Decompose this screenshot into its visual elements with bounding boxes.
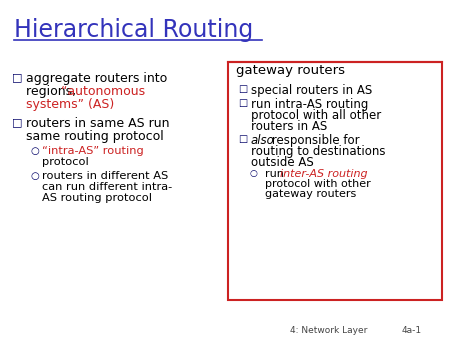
Text: routers in different AS: routers in different AS: [42, 171, 168, 181]
Text: routers in same AS run: routers in same AS run: [26, 117, 170, 130]
Text: protocol with all other: protocol with all other: [251, 109, 381, 122]
Text: “autonomous: “autonomous: [61, 85, 145, 98]
Text: routers in AS: routers in AS: [251, 120, 327, 133]
Text: □: □: [238, 98, 247, 108]
Text: Hierarchical Routing: Hierarchical Routing: [14, 18, 253, 42]
Text: ○: ○: [30, 146, 39, 156]
Text: systems” (AS): systems” (AS): [26, 98, 114, 111]
Text: can run different intra-: can run different intra-: [42, 182, 172, 192]
Text: 4: Network Layer: 4: Network Layer: [290, 326, 367, 335]
Text: □: □: [238, 84, 247, 94]
Text: regions,: regions,: [26, 85, 80, 98]
Text: 4a-1: 4a-1: [402, 326, 422, 335]
Text: aggregate routers into: aggregate routers into: [26, 72, 167, 85]
Text: routing to destinations: routing to destinations: [251, 145, 386, 158]
Text: same routing protocol: same routing protocol: [26, 130, 164, 143]
Bar: [228, 62, 442, 300]
Text: outside AS: outside AS: [251, 156, 314, 169]
Text: AS routing protocol: AS routing protocol: [42, 193, 152, 203]
Text: “intra-AS” routing: “intra-AS” routing: [42, 146, 144, 156]
Text: gateway routers: gateway routers: [236, 64, 345, 77]
Text: □: □: [12, 72, 22, 82]
Text: □: □: [238, 134, 247, 144]
Text: run intra-AS routing: run intra-AS routing: [251, 98, 369, 111]
Text: gateway routers: gateway routers: [265, 189, 356, 199]
Text: protocol: protocol: [42, 157, 89, 167]
Text: run: run: [265, 169, 288, 179]
Text: responsible for: responsible for: [268, 134, 360, 147]
Text: ○: ○: [250, 169, 258, 178]
Text: inter-AS routing: inter-AS routing: [280, 169, 368, 179]
Text: special routers in AS: special routers in AS: [251, 84, 372, 97]
Text: also: also: [251, 134, 275, 147]
Text: □: □: [12, 117, 22, 127]
Text: protocol with other: protocol with other: [265, 179, 371, 189]
Text: ○: ○: [30, 171, 39, 181]
